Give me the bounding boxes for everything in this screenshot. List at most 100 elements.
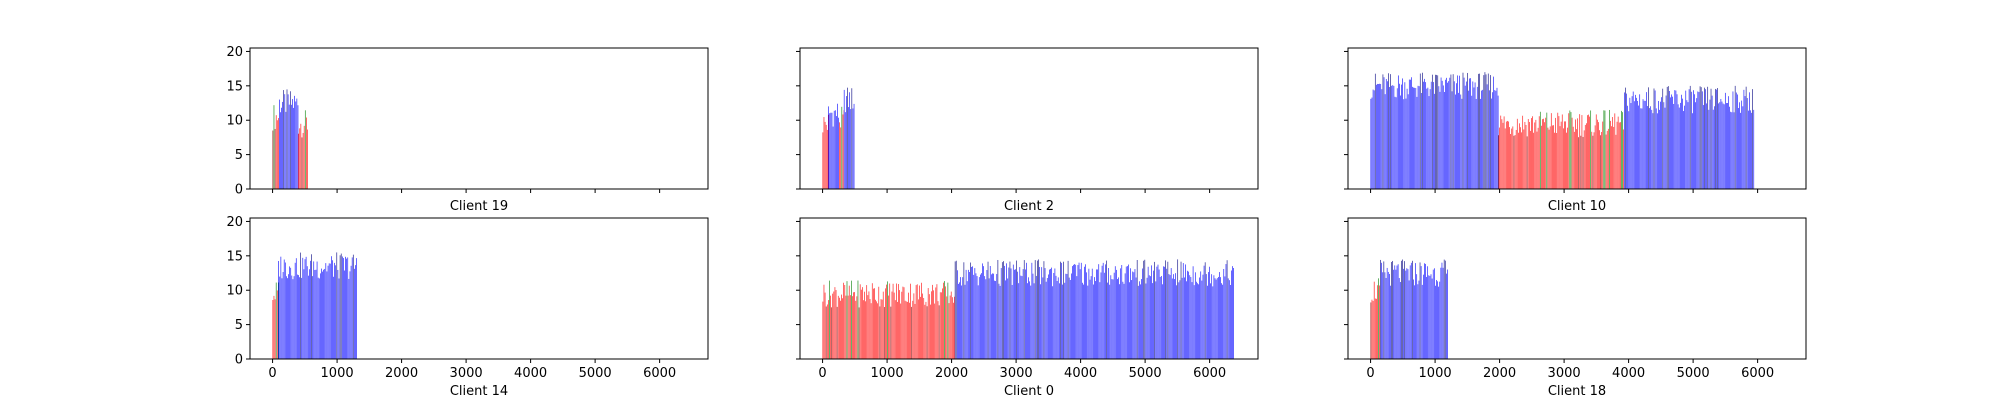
- bar: [1475, 98, 1477, 189]
- bar: [1403, 268, 1404, 359]
- bar: [279, 99, 280, 189]
- bar: [320, 273, 321, 359]
- subplot-1: 0 5 10 15 20 Client 19: [226, 45, 709, 214]
- bar: [1480, 98, 1481, 189]
- bar: [1442, 267, 1444, 359]
- bar: [292, 279, 294, 359]
- bar: [1676, 94, 1678, 189]
- bar: [1621, 110, 1622, 189]
- bar: [344, 270, 345, 359]
- bar: [286, 276, 287, 359]
- bar: [1413, 279, 1414, 359]
- bar: [982, 263, 983, 359]
- bar: [1627, 105, 1628, 189]
- bar: [1083, 284, 1084, 359]
- bar: [1723, 104, 1725, 189]
- bar: [301, 137, 303, 189]
- bar: [1231, 270, 1232, 359]
- bar: [1119, 284, 1120, 359]
- bar: [1571, 117, 1573, 189]
- bar: [1125, 266, 1127, 359]
- bar: [1233, 268, 1234, 359]
- bar: [1622, 112, 1623, 189]
- bar: [1118, 277, 1119, 359]
- bar: [1011, 284, 1013, 359]
- bar: [1429, 89, 1431, 189]
- bar: [1513, 135, 1515, 189]
- bar: [1469, 78, 1470, 189]
- bar: [1163, 266, 1164, 359]
- bar: [1159, 276, 1161, 359]
- x-tick-label: 3000: [450, 366, 483, 381]
- bar: [1544, 122, 1545, 189]
- bar: [290, 267, 292, 359]
- bar: [823, 284, 825, 359]
- bar: [1440, 267, 1442, 359]
- bar: [331, 256, 332, 359]
- bar: [957, 270, 958, 359]
- bars-group: [1370, 72, 1755, 189]
- subplot-4: 0 5 10 15 20 0 1000 2000 3000 4000 5000 6000 Client …: [226, 215, 709, 399]
- bar: [1658, 100, 1659, 189]
- bar: [999, 285, 1001, 359]
- bar: [1391, 85, 1393, 189]
- bar: [1603, 110, 1605, 189]
- bar: [1728, 96, 1729, 189]
- bar: [1639, 94, 1641, 189]
- bar: [287, 94, 289, 189]
- bar: [847, 87, 848, 189]
- bar: [1399, 83, 1400, 189]
- bar: [944, 281, 945, 359]
- bar: [971, 266, 972, 359]
- bar: [1669, 91, 1670, 189]
- bar: [948, 303, 950, 359]
- bar: [1431, 278, 1433, 359]
- bar: [1620, 122, 1621, 189]
- bar: [1633, 101, 1635, 189]
- bar: [281, 107, 282, 189]
- bar: [1001, 262, 1003, 359]
- bar: [286, 89, 288, 189]
- bar: [917, 299, 919, 359]
- bar: [859, 284, 861, 359]
- bar: [926, 306, 928, 359]
- bar: [991, 274, 992, 359]
- bar: [1502, 122, 1504, 189]
- bar: [1684, 105, 1685, 189]
- bar: [889, 283, 891, 359]
- bar: [873, 288, 874, 359]
- bar: [282, 272, 284, 359]
- bar: [1396, 88, 1398, 189]
- bar: [1744, 96, 1746, 189]
- bar: [1393, 269, 1395, 359]
- bar: [1655, 108, 1657, 189]
- bar: [988, 278, 990, 359]
- x-tick-label: 2000: [1483, 366, 1516, 381]
- bar: [1503, 116, 1505, 189]
- bar: [296, 98, 298, 189]
- bars-group: [1370, 259, 1448, 359]
- bar: [1565, 121, 1566, 189]
- bar: [1133, 272, 1135, 359]
- bar: [932, 284, 933, 359]
- bar: [949, 295, 951, 359]
- bar: [273, 295, 275, 359]
- bar: [942, 288, 943, 359]
- bar: [837, 295, 839, 359]
- bar: [291, 104, 292, 189]
- bar: [853, 103, 855, 189]
- bar: [1397, 264, 1399, 359]
- bar: [1538, 116, 1540, 189]
- bar: [1535, 119, 1537, 189]
- bar: [1007, 278, 1009, 359]
- bar: [954, 261, 956, 359]
- bar: [1659, 109, 1660, 189]
- bar: [950, 291, 952, 359]
- bar: [1188, 271, 1189, 359]
- bar: [1230, 284, 1231, 359]
- bar: [1487, 73, 1489, 189]
- bar: [1675, 90, 1677, 189]
- bar: [1063, 261, 1064, 359]
- bar: [280, 256, 282, 359]
- bar: [1495, 90, 1497, 189]
